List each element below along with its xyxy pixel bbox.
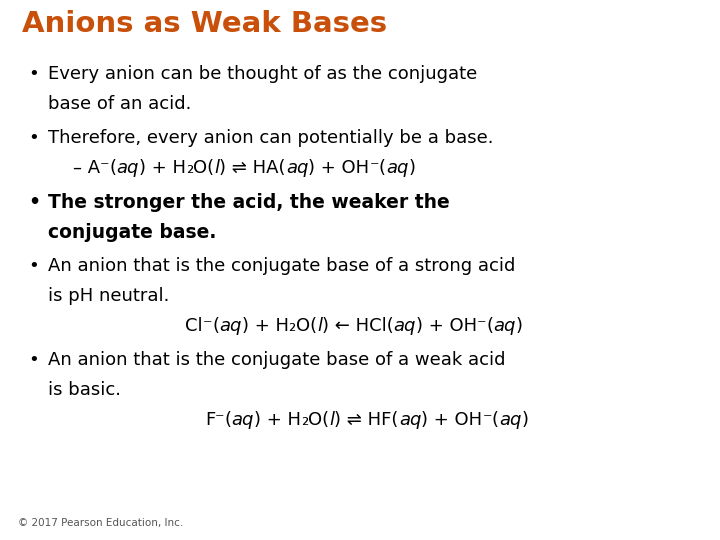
Text: l: l bbox=[330, 411, 335, 429]
Text: (: ( bbox=[109, 159, 117, 177]
Text: aq: aq bbox=[394, 317, 416, 335]
Text: aq: aq bbox=[399, 411, 421, 429]
Text: l: l bbox=[215, 159, 220, 177]
Text: ) + OH: ) + OH bbox=[421, 411, 482, 429]
Text: (: ( bbox=[487, 317, 494, 335]
Text: (: ( bbox=[379, 159, 386, 177]
Text: An anion that is the conjugate base of a strong acid: An anion that is the conjugate base of a… bbox=[48, 257, 516, 275]
Text: F: F bbox=[205, 411, 215, 429]
Text: ⁻: ⁻ bbox=[482, 411, 492, 429]
Text: •: • bbox=[28, 351, 39, 369]
Text: ): ) bbox=[408, 159, 415, 177]
Text: ₂: ₂ bbox=[289, 317, 296, 335]
Text: (: ( bbox=[492, 411, 499, 429]
Text: •: • bbox=[28, 129, 39, 147]
Text: O(: O( bbox=[296, 317, 317, 335]
Text: aq: aq bbox=[494, 317, 516, 335]
Text: ) + OH: ) + OH bbox=[308, 159, 369, 177]
Text: ) + H: ) + H bbox=[254, 411, 301, 429]
Text: ): ) bbox=[516, 317, 523, 335]
Text: ⁻: ⁻ bbox=[215, 411, 225, 429]
Text: ) + OH: ) + OH bbox=[416, 317, 477, 335]
Text: is pH neutral.: is pH neutral. bbox=[48, 287, 169, 305]
Text: •: • bbox=[28, 65, 39, 83]
Text: (: ( bbox=[225, 411, 232, 429]
Text: conjugate base.: conjugate base. bbox=[48, 223, 217, 242]
Text: O(: O( bbox=[308, 411, 330, 429]
Text: aq: aq bbox=[499, 411, 521, 429]
Text: •: • bbox=[28, 257, 39, 275]
Text: aq: aq bbox=[117, 159, 139, 177]
Text: l: l bbox=[317, 317, 322, 335]
Text: An anion that is the conjugate base of a weak acid: An anion that is the conjugate base of a… bbox=[48, 351, 505, 369]
Text: ): ) bbox=[521, 411, 528, 429]
Text: ) ⇌ HF(: ) ⇌ HF( bbox=[335, 411, 399, 429]
Text: – A: – A bbox=[73, 159, 100, 177]
Text: Anions as Weak Bases: Anions as Weak Bases bbox=[22, 10, 387, 38]
Text: Therefore, every anion can potentially be a base.: Therefore, every anion can potentially b… bbox=[48, 129, 493, 147]
Text: ⁻: ⁻ bbox=[477, 317, 487, 335]
Text: ) ← HCl(: ) ← HCl( bbox=[322, 317, 394, 335]
Text: base of an acid.: base of an acid. bbox=[48, 95, 192, 113]
Text: ₂: ₂ bbox=[186, 159, 193, 177]
Text: aq: aq bbox=[386, 159, 408, 177]
Text: The stronger the acid, the weaker the: The stronger the acid, the weaker the bbox=[48, 193, 450, 212]
Text: ⁻: ⁻ bbox=[369, 159, 379, 177]
Text: •: • bbox=[28, 193, 40, 212]
Text: Every anion can be thought of as the conjugate: Every anion can be thought of as the con… bbox=[48, 65, 477, 83]
Text: is basic.: is basic. bbox=[48, 381, 121, 399]
Text: © 2017 Pearson Education, Inc.: © 2017 Pearson Education, Inc. bbox=[18, 518, 184, 528]
Text: ₂: ₂ bbox=[301, 411, 308, 429]
Text: aq: aq bbox=[232, 411, 254, 429]
Text: ) + H: ) + H bbox=[241, 317, 289, 335]
Text: aq: aq bbox=[219, 317, 241, 335]
Text: ⁻: ⁻ bbox=[202, 317, 212, 335]
Text: ) ⇌ HA(: ) ⇌ HA( bbox=[220, 159, 286, 177]
Text: O(: O( bbox=[193, 159, 215, 177]
Text: aq: aq bbox=[286, 159, 308, 177]
Text: Cl: Cl bbox=[185, 317, 202, 335]
Text: ⁻: ⁻ bbox=[100, 159, 109, 177]
Text: (: ( bbox=[212, 317, 219, 335]
Text: ) + H: ) + H bbox=[139, 159, 186, 177]
